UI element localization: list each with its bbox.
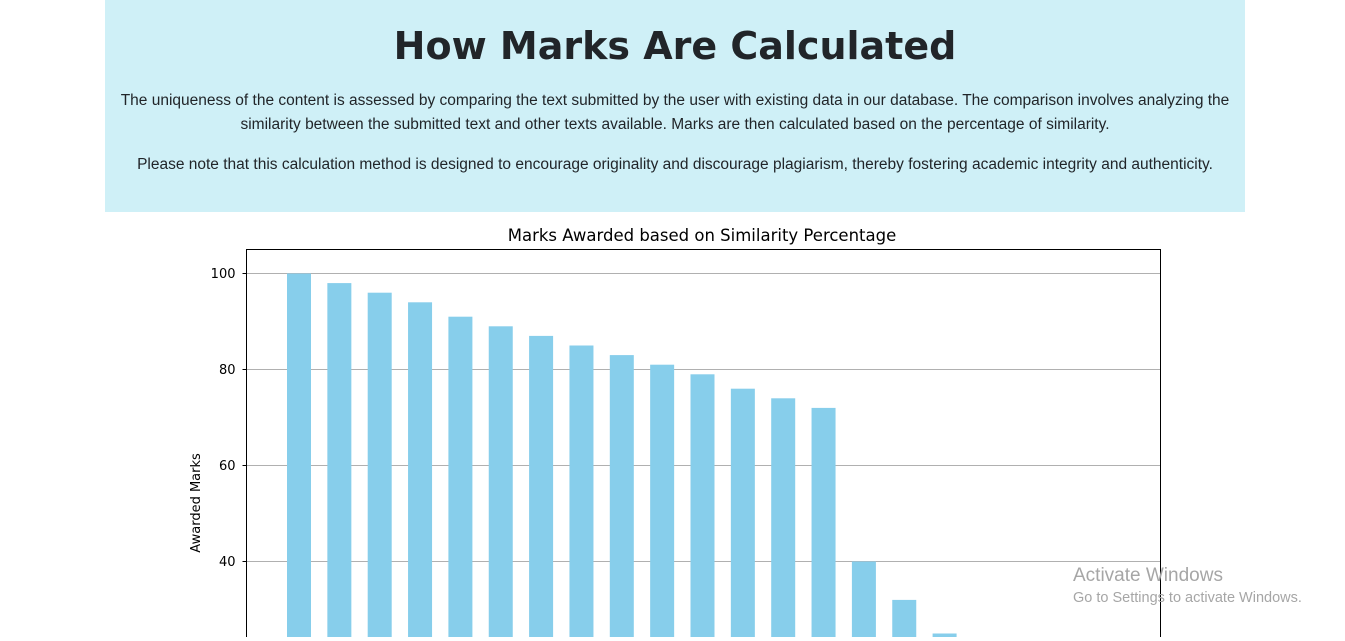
plot-frame [246, 249, 1161, 641]
bar-9 [609, 355, 634, 637]
bar-13 [771, 398, 796, 637]
page-title: How Marks Are Calculated [393, 24, 957, 68]
chart-title: Marks Awarded based on Similarity Percen… [508, 226, 897, 245]
bar-11 [690, 374, 715, 637]
bar-12 [730, 388, 755, 637]
bar-14 [811, 407, 836, 637]
y-ticks: 40 60 80 100 [211, 267, 247, 570]
bar-5 [448, 316, 473, 637]
watermark-title: Activate Windows [1073, 565, 1223, 586]
y-tick-label: 40 [219, 555, 236, 570]
y-tick-label: 60 [219, 459, 236, 474]
chart-container: Marks Awarded based on Similarity Percen… [0, 212, 1345, 641]
bar-6 [488, 326, 513, 637]
bar-2 [327, 283, 352, 637]
watermark-subtitle: Go to Settings to activate Windows. [1073, 590, 1302, 606]
y-axis-label: Awarded Marks [189, 453, 204, 553]
info-panel: How Marks Are Calculated The uniqueness … [105, 0, 1245, 212]
windows-activation-watermark: Activate Windows Go to Settings to activ… [1073, 564, 1302, 608]
bar-16 [892, 599, 917, 637]
bar-3 [367, 292, 392, 637]
bar-4 [408, 302, 433, 637]
description-paragraph: The uniqueness of the content is assesse… [120, 92, 1230, 133]
bar-10 [650, 364, 675, 637]
bar-1 [287, 273, 311, 637]
bars [287, 273, 957, 637]
y-tick-label: 80 [219, 363, 236, 378]
bar-17 [932, 633, 957, 637]
bar-15 [851, 561, 876, 637]
bar-7 [529, 335, 554, 637]
y-tick-label: 100 [211, 267, 236, 282]
bar-8 [569, 345, 594, 637]
bar-chart: Marks Awarded based on Similarity Percen… [189, 226, 1161, 641]
note-paragraph: Please note that this calculation method… [137, 156, 1213, 173]
